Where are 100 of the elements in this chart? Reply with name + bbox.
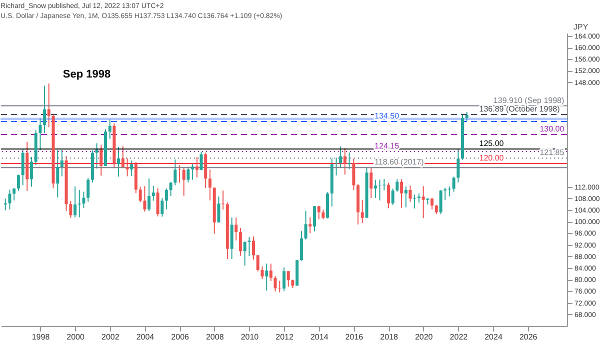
- ref-line-label: 124.15: [374, 142, 400, 151]
- x-tick-label: 2020: [414, 332, 434, 342]
- candlestick: [282, 266, 286, 292]
- ref-line-label: 139.910 (Sep 1998): [493, 96, 564, 105]
- candlestick: [304, 210, 308, 240]
- candlestick: [265, 263, 268, 292]
- candlestick: [43, 85, 46, 134]
- candlestick: [452, 176, 456, 192]
- x-tick-label: 2004: [136, 332, 155, 342]
- candlestick: [434, 204, 438, 215]
- candlestick: [16, 174, 20, 192]
- candlestick: [152, 185, 155, 202]
- candlestick: [174, 158, 177, 186]
- candlestick: [186, 166, 190, 183]
- x-tick-label: 2024: [484, 332, 503, 342]
- candlestick: [178, 164, 182, 184]
- candlestick: [417, 192, 420, 204]
- x-tick-label: 2008: [206, 332, 224, 342]
- x-tick-label: 2014: [310, 332, 329, 342]
- candlestick: [95, 142, 98, 169]
- candlestick: [308, 216, 312, 234]
- candlestick: [238, 227, 242, 256]
- candlestick: [108, 118, 112, 140]
- x-tick-label: 2006: [171, 332, 190, 342]
- candlestick: [143, 186, 146, 212]
- candlestick: [430, 197, 434, 210]
- candlestick: [256, 254, 260, 272]
- ref-line-label: 121.85: [540, 148, 565, 158]
- candlestick: [317, 205, 320, 220]
- candlestick: [69, 200, 72, 218]
- candlestick: [56, 150, 60, 198]
- candlestick: [30, 156, 33, 188]
- candlestick: [195, 156, 198, 178]
- candlestick: [243, 241, 246, 266]
- candlestick: [38, 118, 42, 151]
- x-tick-label: 2002: [102, 332, 120, 342]
- ref-line-label: 120.00: [479, 154, 504, 163]
- annotation: Sep 1998: [62, 68, 111, 80]
- candlestick: [322, 209, 325, 220]
- candlestick: [47, 82, 50, 128]
- candlestick: [252, 236, 256, 260]
- candlestick: [148, 178, 151, 212]
- candlestick: [382, 178, 386, 191]
- ref-line-label: 136.89 (October 1998): [479, 104, 560, 114]
- ref-line-label: 125.00: [479, 139, 504, 148]
- candlestick: [286, 270, 290, 288]
- candlestick: [169, 181, 172, 197]
- candlestick: [138, 186, 142, 203]
- candlestick: [248, 236, 251, 257]
- candlestick: [370, 167, 373, 199]
- candlestick: [60, 149, 64, 177]
- y-axis-title: JPY: [574, 22, 589, 32]
- candlestick: [121, 146, 124, 168]
- candlestick: [117, 146, 120, 178]
- x-tick-label: 2026: [519, 332, 538, 342]
- candlestick: [21, 149, 24, 186]
- ref-line-label: 134.50: [374, 111, 400, 120]
- candlestick: [352, 158, 356, 190]
- x-tick-label: 2000: [66, 332, 85, 342]
- candlestick: [208, 169, 212, 201]
- x-tick-label: 2018: [380, 332, 398, 342]
- candlestick: [274, 276, 277, 292]
- candlestick: [78, 189, 81, 218]
- candlestick: [82, 191, 86, 208]
- candlestick: [191, 163, 194, 180]
- candlestick: [374, 179, 377, 199]
- x-tick-label: 2012: [276, 332, 294, 342]
- candlestick: [126, 158, 129, 177]
- ref-line-label: 130.00: [540, 124, 565, 134]
- candlestick: [348, 152, 351, 170]
- candlestick: [74, 186, 77, 218]
- candlestick: [312, 205, 316, 232]
- x-tick-label: 2022: [450, 332, 468, 342]
- candlestick: [130, 160, 134, 177]
- candlestick: [360, 199, 364, 224]
- candlestick: [100, 144, 103, 176]
- candlestick: [343, 148, 346, 176]
- candlestick: [182, 166, 186, 196]
- candlestick: [387, 182, 390, 209]
- candlestick: [339, 146, 342, 168]
- candlestick: [456, 148, 460, 183]
- candlestick: [422, 186, 425, 219]
- candlestick: [217, 196, 220, 223]
- candlestick: [400, 178, 404, 208]
- candlestick: [12, 188, 16, 201]
- x-tick-label: 2010: [240, 332, 260, 342]
- candlestick: [200, 151, 203, 171]
- candlestick: [396, 178, 399, 192]
- candlestick: [164, 188, 168, 210]
- x-tick-label: 2016: [345, 332, 364, 342]
- candlestick: [234, 217, 238, 241]
- candlestick: [156, 188, 160, 217]
- candlestick: [439, 189, 442, 215]
- candlestick: [404, 186, 408, 208]
- candlestick: [8, 189, 12, 210]
- candlestick: [300, 230, 303, 262]
- candlestick: [260, 266, 264, 280]
- candlestick: [269, 263, 272, 282]
- candlestick: [160, 198, 164, 218]
- candlestick: [391, 188, 394, 206]
